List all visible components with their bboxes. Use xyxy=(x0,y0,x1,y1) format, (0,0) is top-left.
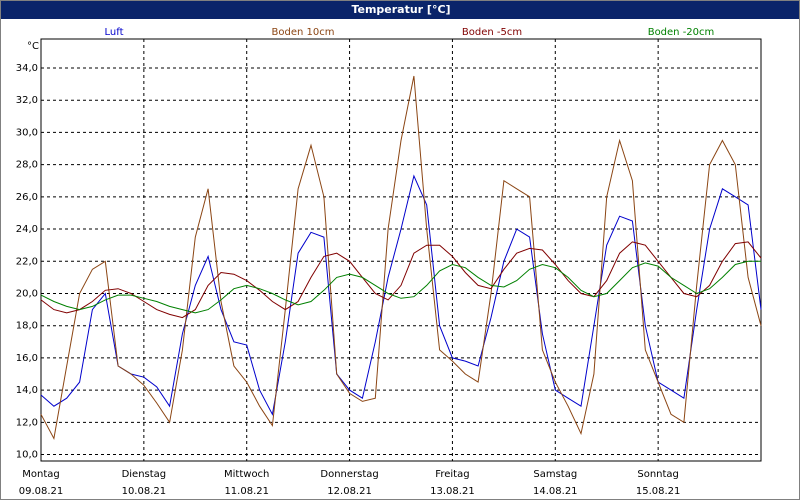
series-line xyxy=(40,241,762,319)
y-tick-label: 14,0 xyxy=(16,385,38,396)
y-tick-label: 22,0 xyxy=(16,256,38,267)
x-tick-label: Montag xyxy=(22,469,59,480)
x-tick-label: Donnerstag xyxy=(320,469,378,480)
x-tick-date: 13.08.21 xyxy=(430,486,475,497)
y-tick-label: 12,0 xyxy=(16,417,38,428)
x-tick-label: Sonntag xyxy=(637,469,679,480)
legend-entry: Boden -20cm xyxy=(648,27,715,38)
legend-entry: Luft xyxy=(105,27,124,38)
x-tick-label: Freitag xyxy=(435,469,469,480)
x-tick-date: 10.08.21 xyxy=(122,486,167,497)
legend-entry: Boden -5cm xyxy=(462,27,522,38)
series-line xyxy=(40,260,761,314)
x-tick-date: 12.08.21 xyxy=(327,486,372,497)
y-tick-label: 26,0 xyxy=(16,192,38,203)
legend-entry: Boden 10cm xyxy=(272,27,335,38)
y-unit: °C xyxy=(27,41,39,52)
y-tick-label: 10,0 xyxy=(16,450,38,461)
y-tick-label: 16,0 xyxy=(16,353,38,364)
x-tick-label: Mittwoch xyxy=(224,469,269,480)
y-tick-label: 18,0 xyxy=(16,321,38,332)
x-tick-label: Samstag xyxy=(533,469,577,480)
title-bar: Temperatur [°C] xyxy=(1,1,799,19)
y-tick-label: 34,0 xyxy=(16,63,38,74)
x-tick-date: 15.08.21 xyxy=(636,486,681,497)
x-tick-date: 09.08.21 xyxy=(19,486,64,497)
series-line xyxy=(40,75,762,441)
x-tick-date: 14.08.21 xyxy=(533,486,578,497)
x-tick-label: Dienstag xyxy=(122,469,167,480)
plot-frame xyxy=(40,38,762,462)
y-tick-label: 20,0 xyxy=(16,288,38,299)
y-tick-label: 30,0 xyxy=(16,127,38,138)
x-tick-date: 11.08.21 xyxy=(224,486,269,497)
y-tick-label: 24,0 xyxy=(16,224,38,235)
y-tick-label: 32,0 xyxy=(16,95,38,106)
series-line xyxy=(40,174,762,416)
y-tick-label: 28,0 xyxy=(16,160,38,171)
